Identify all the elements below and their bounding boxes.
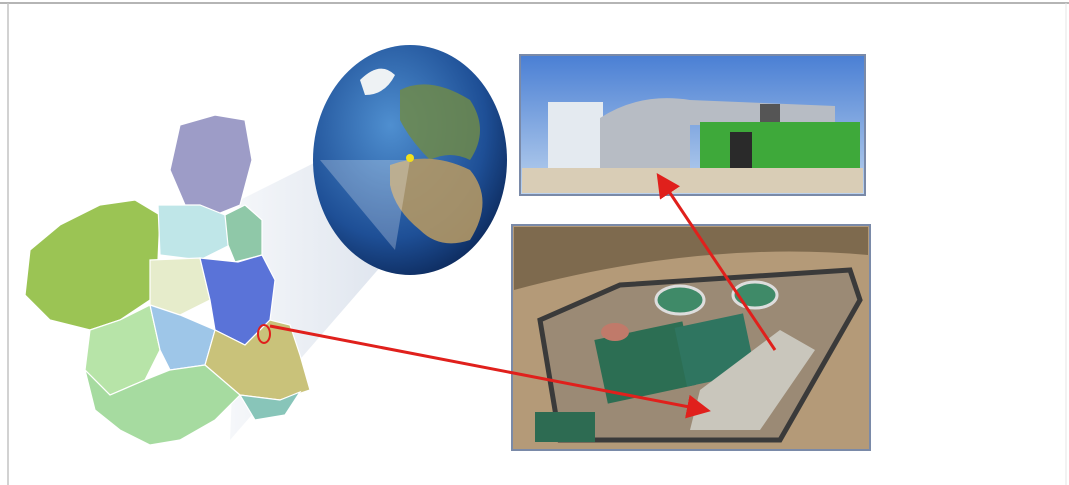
pond — [535, 412, 595, 442]
green-building — [700, 122, 860, 168]
clarifier — [654, 284, 706, 316]
globe-ice — [360, 68, 395, 95]
globe-land — [390, 158, 483, 244]
map-region — [149, 304, 216, 371]
map-region — [157, 204, 231, 261]
aerial-photo — [511, 224, 871, 451]
concrete-area — [690, 330, 815, 430]
building-photo — [519, 54, 866, 196]
arrow — [656, 173, 777, 351]
map-region — [149, 257, 211, 316]
region-map — [24, 114, 311, 446]
globe-highlight — [320, 160, 410, 250]
digester — [601, 323, 629, 341]
map-region — [83, 364, 241, 446]
greenhouse — [548, 102, 603, 168]
door — [730, 132, 752, 168]
roof-unit — [760, 104, 780, 122]
location-marker — [257, 324, 271, 344]
tank — [594, 321, 696, 404]
arrow — [269, 324, 711, 419]
globe-marker — [406, 154, 414, 162]
map-region — [169, 114, 253, 216]
field — [514, 227, 868, 290]
globe-land — [400, 84, 480, 160]
map-region — [238, 390, 302, 421]
photo-ground — [522, 168, 863, 193]
